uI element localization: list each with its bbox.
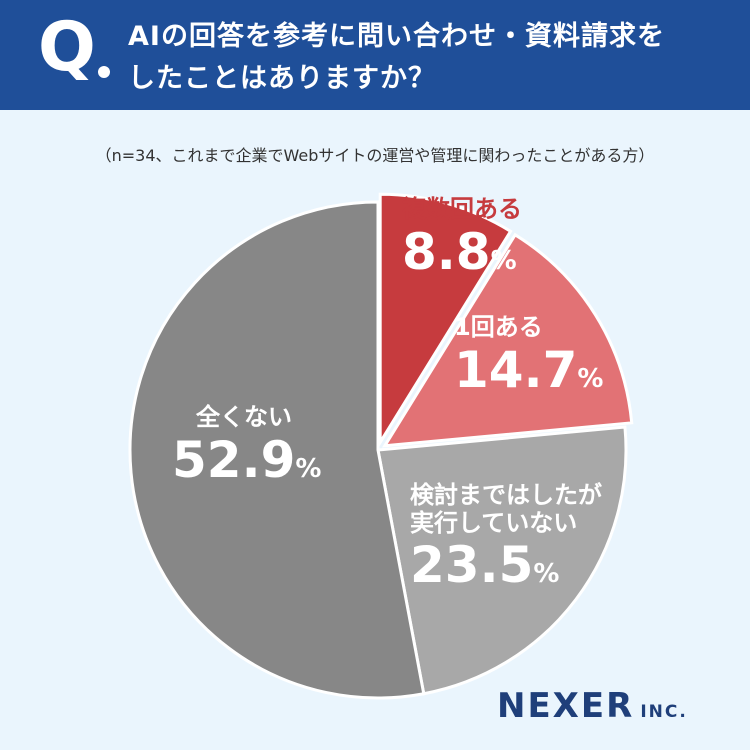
slice-value-once: 14.7 xyxy=(454,340,578,399)
slice-label-multiple: 複数回ある 8.8% xyxy=(402,195,522,281)
nexer-logo: NEXER INC. xyxy=(497,686,688,726)
question-mark: Q xyxy=(38,8,96,87)
sample-note: （n=34、これまで企業でWebサイトの運営や管理に関わったことがある方） xyxy=(95,146,655,165)
slice-label-none: 全くない 52.9% xyxy=(172,403,322,489)
slice-unit-none: % xyxy=(295,453,322,484)
slice-value-none: 52.9 xyxy=(172,430,296,489)
pie-slice-none xyxy=(128,200,426,700)
logo-name: NEXER xyxy=(497,686,635,726)
pie-slice-considered xyxy=(376,425,628,696)
slice-value-multiple: 8.8 xyxy=(402,222,491,281)
slice-unit-multiple: % xyxy=(490,245,517,276)
question-text-line2: したことはありますか？ xyxy=(128,63,436,94)
question-header: Q AIの回答を参考に問い合わせ・資料請求を したことはありますか？ xyxy=(0,0,750,110)
pie-slice-multiple xyxy=(378,192,513,448)
slice-name-multiple: 複数回ある xyxy=(402,195,522,223)
slice-label-considered: 検討まではしたが 実行していない 23.5% xyxy=(410,481,602,595)
slice-name-none: 全くない xyxy=(196,403,292,431)
slice-unit-considered: % xyxy=(533,559,560,590)
logo-suffix: INC. xyxy=(640,702,688,722)
question-mark-dot xyxy=(98,66,110,78)
pie-slice-once xyxy=(381,232,634,448)
slice-name-once: 1回ある xyxy=(454,313,543,341)
slice-label-once: 1回ある 14.7% xyxy=(454,313,604,399)
slice-value-considered: 23.5 xyxy=(410,536,534,595)
slice-name-considered-line2: 実行していない xyxy=(410,508,578,537)
slice-unit-once: % xyxy=(577,363,604,394)
slice-name-considered-line1: 検討まではしたが xyxy=(410,481,602,509)
question-text-line1: AIの回答を参考に問い合わせ・資料請求を xyxy=(128,21,665,52)
